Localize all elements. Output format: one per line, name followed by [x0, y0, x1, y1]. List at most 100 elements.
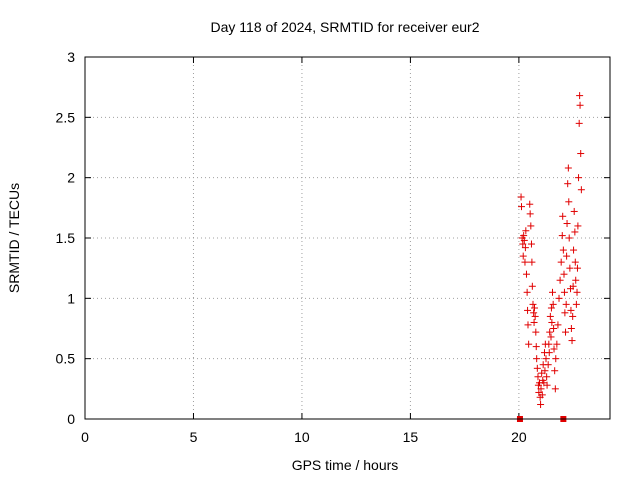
data-point	[573, 288, 581, 296]
y-tick-label: 0	[67, 411, 75, 427]
data-point	[564, 164, 572, 172]
data-point	[572, 276, 580, 284]
data-point	[573, 264, 581, 272]
data-point	[568, 337, 576, 345]
data-point	[530, 309, 538, 317]
grid-lines	[85, 57, 610, 419]
data-point	[522, 227, 530, 235]
data-point	[528, 258, 536, 266]
data-point	[553, 340, 561, 348]
data-point	[543, 373, 551, 381]
data-point	[545, 340, 553, 348]
data-point	[522, 270, 530, 278]
data-point	[556, 276, 564, 284]
data-point	[546, 328, 554, 336]
data-point	[558, 232, 566, 240]
y-tick-label: 2	[67, 170, 75, 186]
data-point	[533, 355, 541, 363]
y-tick-label: 3	[67, 49, 75, 65]
data-point	[520, 232, 528, 240]
data-point	[577, 186, 585, 194]
data-point	[572, 300, 580, 308]
data-point	[521, 258, 529, 266]
data-point	[574, 222, 582, 230]
data-point	[545, 349, 553, 357]
data-point	[552, 355, 560, 363]
data-point	[537, 385, 545, 393]
data-point	[547, 304, 555, 312]
data-point	[529, 300, 537, 308]
data-point	[527, 222, 535, 230]
data-points	[516, 92, 585, 422]
plot-frame	[84, 56, 611, 420]
data-point	[560, 270, 568, 278]
data-point	[532, 328, 540, 336]
data-point	[538, 391, 546, 399]
data-point	[564, 180, 572, 188]
data-point	[531, 304, 539, 312]
data-point	[524, 306, 532, 314]
data-point	[567, 306, 575, 314]
data-point	[526, 200, 534, 208]
data-point	[570, 207, 578, 215]
data-point	[554, 321, 562, 329]
y-tick-label: 1.5	[56, 230, 76, 246]
x-tick-label: 10	[294, 429, 310, 445]
axis-ticks: 0 0.5 1 1.5 2 2.5 3 0 5 10 15 20	[56, 49, 610, 445]
data-point	[571, 258, 579, 266]
data-point	[548, 318, 556, 326]
data-point	[530, 318, 538, 326]
x-axis-label: GPS time / hours	[292, 457, 399, 473]
data-point	[532, 343, 540, 351]
data-point	[524, 321, 532, 329]
x-tick-label: 5	[190, 429, 198, 445]
data-point	[517, 193, 525, 201]
data-point	[550, 345, 558, 353]
data-point	[555, 294, 563, 302]
data-point	[566, 264, 574, 272]
data-point	[565, 198, 573, 206]
chart-title: Day 118 of 2024, SRMTID for receiver eur…	[211, 19, 480, 35]
data-point	[526, 210, 534, 218]
data-point	[569, 312, 577, 320]
data-point	[547, 333, 555, 341]
data-point	[570, 246, 578, 254]
data-point	[531, 312, 539, 320]
data-point	[571, 228, 579, 236]
data-point	[527, 240, 535, 248]
data-point	[546, 312, 554, 320]
data-point	[561, 309, 569, 317]
x-tick-label: 15	[403, 429, 419, 445]
data-point	[551, 385, 559, 393]
data-point	[550, 325, 558, 332]
y-tick-label: 1	[67, 290, 75, 306]
data-point	[575, 174, 583, 182]
y-axis-label: SRMTID / TECUs	[6, 183, 22, 293]
data-point	[562, 300, 570, 308]
data-point	[577, 150, 585, 158]
data-point	[549, 300, 557, 308]
data-point	[559, 246, 567, 254]
data-point	[565, 234, 573, 242]
data-point	[563, 252, 571, 260]
data-point	[559, 212, 567, 220]
y-tick-label: 0.5	[56, 351, 76, 367]
data-point	[519, 240, 527, 248]
data-point	[557, 258, 565, 266]
data-point	[523, 288, 531, 296]
data-point	[543, 381, 551, 389]
data-point	[563, 220, 571, 228]
data-point	[519, 252, 527, 260]
data-point	[551, 367, 559, 375]
data-point	[549, 288, 557, 296]
data-point	[521, 244, 529, 252]
data-point	[517, 203, 525, 211]
data-point	[544, 361, 552, 369]
data-point	[542, 355, 550, 363]
data-point	[569, 282, 577, 290]
data-point	[576, 92, 584, 100]
data-point	[560, 288, 568, 296]
x-tick-label: 20	[511, 429, 527, 445]
data-point	[541, 367, 549, 375]
